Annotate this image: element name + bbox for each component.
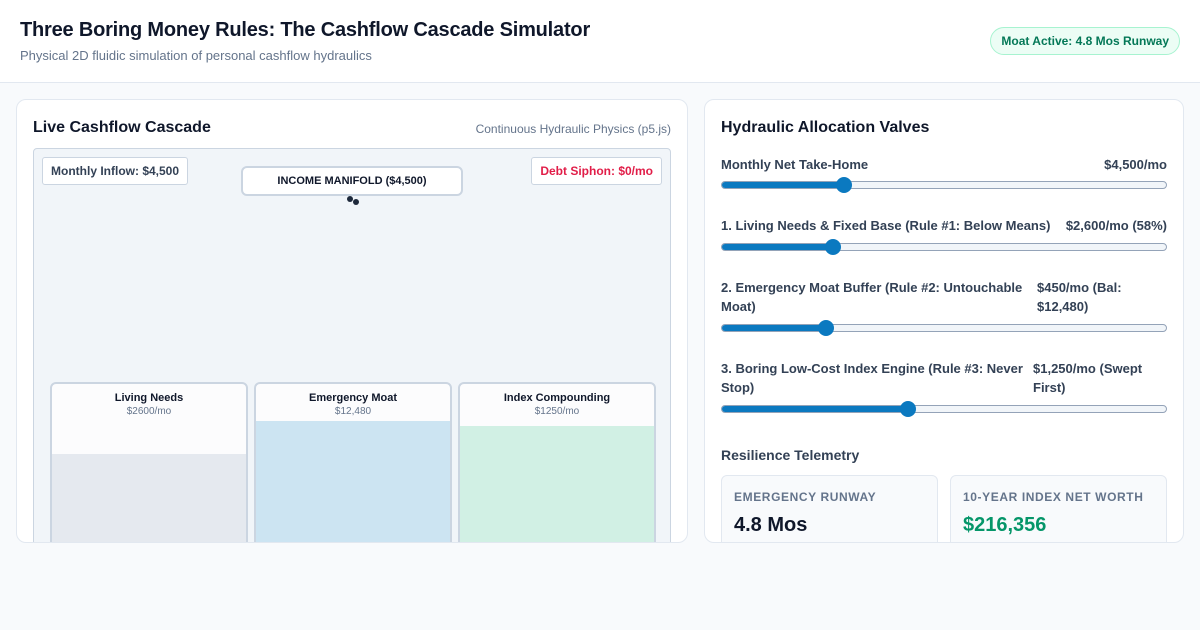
slider-fill (722, 182, 845, 188)
index-engine-field: 3. Boring Low-Cost Index Engine (Rule #3… (721, 359, 1167, 419)
take-home-slider[interactable] (721, 177, 1167, 193)
runway-stat-card: Emergency Runway 4.8 Mos (721, 475, 938, 542)
index-engine-slider[interactable] (721, 401, 1167, 417)
page-title: Three Boring Money Rules: The Cashflow C… (20, 19, 591, 41)
stat-value: 4.8 Mos (734, 514, 808, 536)
tank-value: $1250/mo (534, 406, 580, 417)
emergency-moat-slider[interactable] (721, 320, 1167, 336)
cashflow-cascade-panel: Live Cashflow Cascade Continuous Hydraul… (16, 99, 688, 543)
emergency-moat-field: 2. Emergency Moat Buffer (Rule #2: Untou… (721, 278, 1167, 338)
tank-fill-index-compounding (460, 426, 654, 542)
slider-thumb[interactable] (836, 177, 853, 193)
tank-name: Living Needs (114, 392, 184, 404)
page-header: Three Boring Money Rules: The Cashflow C… (0, 0, 1200, 83)
tank-index-compounding: Index Compounding $1250/mo (458, 382, 656, 542)
slider-fill (722, 406, 909, 412)
index-engine-label: 3. Boring Low-Cost Index Engine (Rule #3… (721, 361, 1023, 395)
tank-living-needs: Living Needs $2600/mo (50, 382, 248, 542)
income-manifold: INCOME MANIFOLD ($4,500) (241, 166, 463, 196)
slider-thumb[interactable] (818, 320, 835, 336)
cascade-panel-caption: Continuous Hydraulic Physics (p5.js) (475, 122, 671, 136)
slider-thumb[interactable] (900, 401, 917, 417)
slider-thumb[interactable] (825, 239, 841, 255)
tank-emergency-moat: Emergency Moat $12,480 (254, 382, 452, 542)
slider-fill (722, 244, 833, 250)
net-worth-stat-card: 10-Year Index Net Worth $216,356 (950, 475, 1167, 542)
stat-value: $216,356 (963, 514, 1047, 536)
take-home-label: Monthly Net Take-Home (721, 157, 869, 172)
stat-label: Emergency Runway (734, 490, 877, 504)
index-engine-value: $1,250/mo (Swept First) (1033, 361, 1143, 395)
living-needs-value: $2,600/mo (58%) (1065, 218, 1167, 233)
tank-name: Index Compounding (503, 392, 611, 404)
tank-fill-living-needs (52, 454, 246, 542)
water-droplet (353, 199, 359, 205)
stat-label: 10-Year Index Net Worth (963, 490, 1144, 504)
tank-fill-emergency-moat (256, 420, 450, 542)
cascade-simulation-canvas[interactable]: Monthly Inflow: $4,500 Debt Siphon: $0/m… (33, 148, 671, 542)
valves-panel-title: Hydraulic Allocation Valves (721, 119, 930, 136)
tank-value: $2600/mo (126, 406, 172, 417)
living-needs-field: 1. Living Needs & Fixed Base (Rule #1: B… (721, 216, 1167, 256)
moat-status-badge: Moat Active: 4.8 Mos Runway (990, 27, 1180, 55)
living-needs-slider[interactable] (721, 239, 1167, 255)
living-needs-label: 1. Living Needs & Fixed Base (Rule #1: B… (721, 218, 1051, 233)
allocation-valves-panel: Hydraulic Allocation Valves Monthly Net … (704, 99, 1184, 543)
tank-value: $12,480 (334, 406, 372, 417)
telemetry-title: Resilience Telemetry (721, 447, 860, 463)
cascade-panel-title: Live Cashflow Cascade (33, 119, 211, 136)
slider-fill (722, 325, 827, 331)
take-home-value: $4,500/mo (1104, 157, 1167, 172)
monthly-inflow-label: Monthly Inflow: $4,500 (42, 157, 189, 185)
debt-siphon-label: Debt Siphon: $0/mo (531, 157, 662, 185)
take-home-field: Monthly Net Take-Home $4,500/mo (721, 155, 1167, 195)
emergency-moat-value: $450/mo (Bal: $12,480) (1037, 280, 1122, 314)
emergency-moat-label: 2. Emergency Moat Buffer (Rule #2: Untou… (721, 280, 1023, 314)
tank-name: Emergency Moat (308, 392, 398, 404)
page-subtitle: Physical 2D fluidic simulation of person… (20, 48, 372, 63)
water-droplet (347, 196, 353, 202)
